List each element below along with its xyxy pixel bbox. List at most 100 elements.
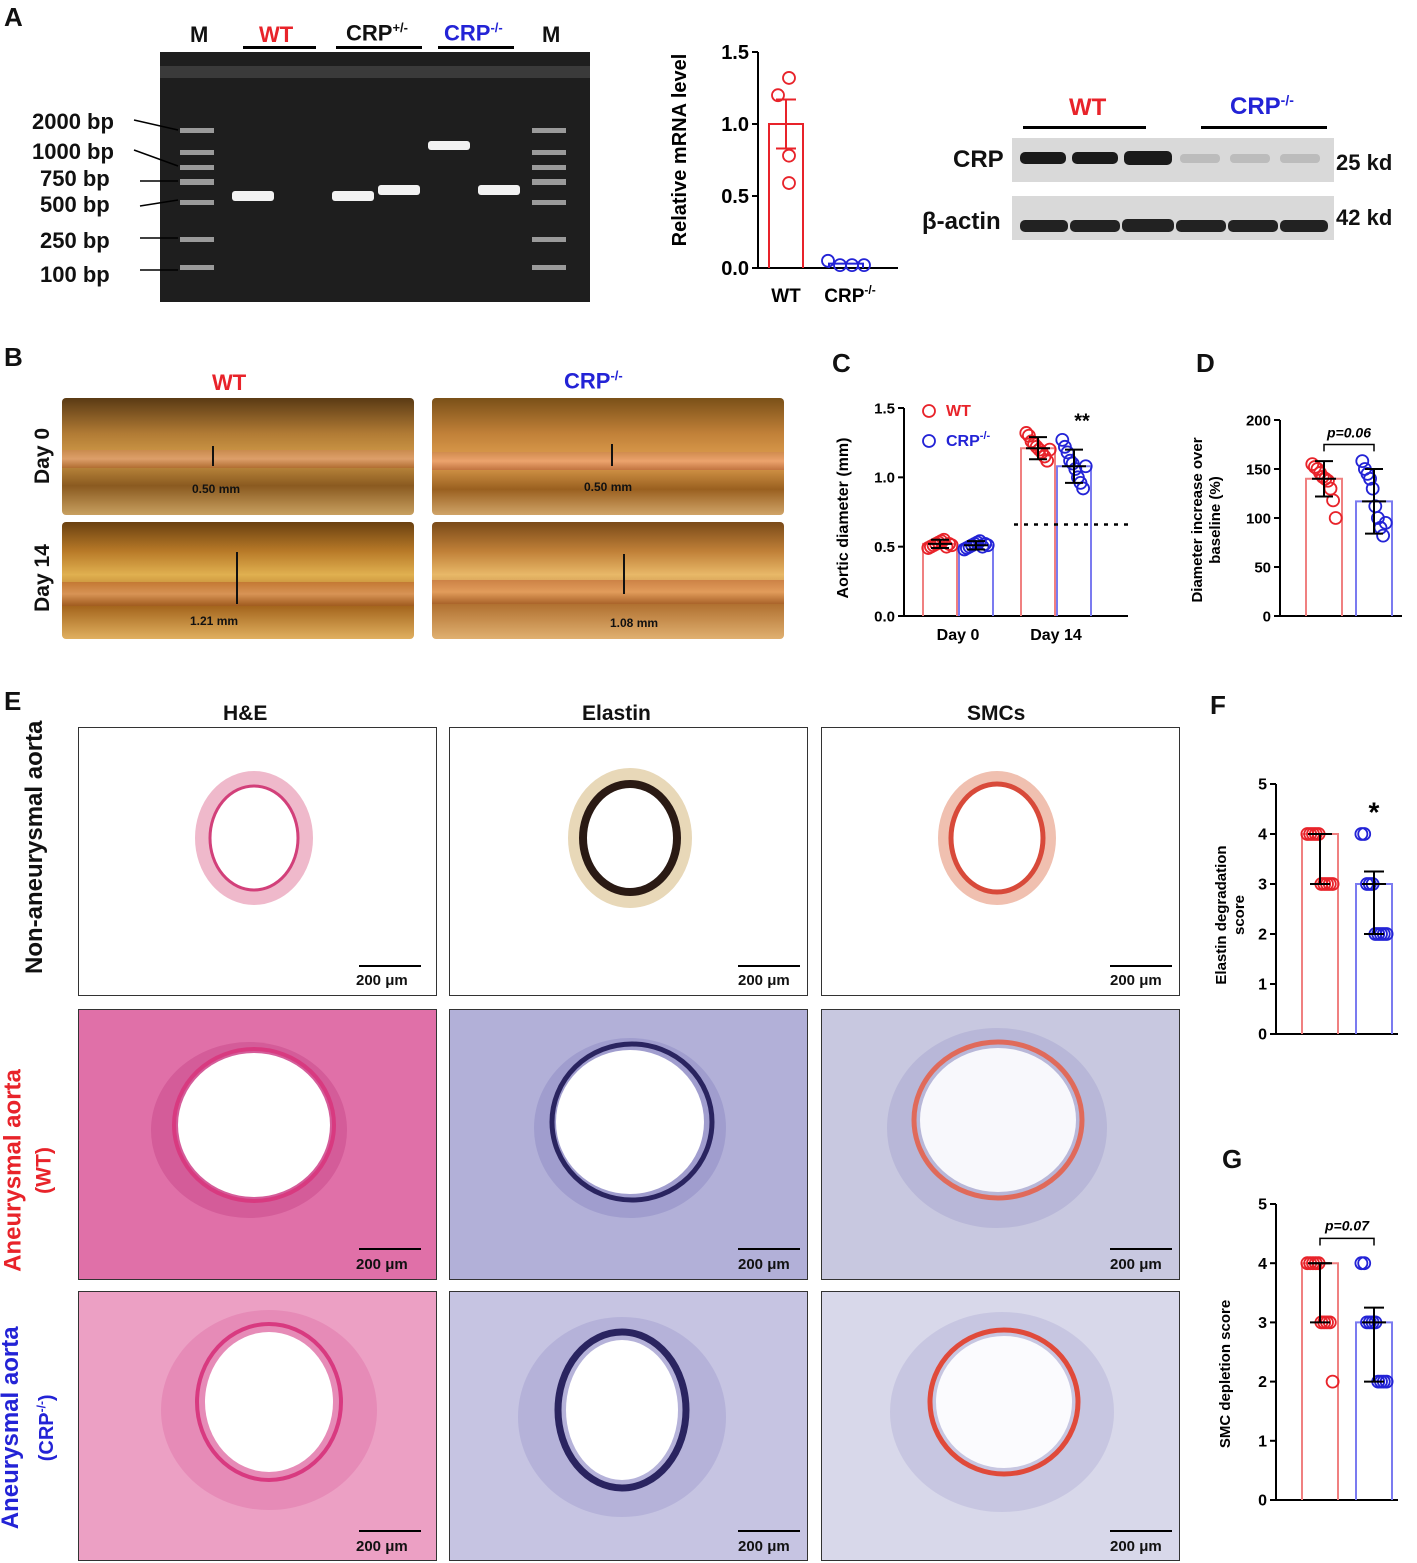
- f-ytick-label: 4: [1258, 827, 1267, 844]
- g-pvalue: p=0.07: [1324, 1218, 1370, 1234]
- scalebar-elastin-normal: 200 μm: [738, 972, 790, 989]
- mrna-point-wt: [782, 71, 796, 85]
- d-ytick-label: 50: [1254, 559, 1271, 576]
- g-marks: p=0.07: [1300, 1218, 1394, 1500]
- mrna-point-ko: [821, 253, 835, 268]
- f-point-ko: [1357, 827, 1372, 841]
- mrna-ylabel: Relative mRNA level: [669, 54, 691, 247]
- c-marks: ** Day 0 Day 14: [921, 410, 1128, 644]
- photo-ko-day14: 1.08 mm: [432, 522, 784, 639]
- g-ytick-label: 2: [1258, 1374, 1267, 1391]
- wb-wt-underline: [1023, 126, 1146, 129]
- c-legend-ko-marker: [922, 434, 936, 448]
- mrna-xlabel-ko: CRP-/-: [824, 283, 875, 307]
- histo-col-elastin: Elastin: [582, 702, 651, 725]
- smc-chart: SMC depletion score 0 1 2 3 4 5 p=0.07: [1217, 1197, 1398, 1510]
- f-point-ko: [1354, 827, 1369, 841]
- mrna-axes: 0.0 0.5 1.0 1.5: [721, 42, 898, 280]
- c-point-ko: [1076, 481, 1091, 496]
- wb-size-42: 42 kd: [1336, 205, 1393, 230]
- d-pvalue: p=0.06: [1326, 425, 1371, 441]
- c-xlabel-day0: Day 0: [937, 627, 980, 644]
- d-ytick-label: 100: [1246, 510, 1271, 527]
- micro-elastin-wt: 200 μm: [449, 1009, 808, 1280]
- wb-ko-underline: [1201, 126, 1327, 129]
- ladder-250: 250 bp: [40, 228, 110, 253]
- g-ytick-label: 5: [1258, 1197, 1267, 1214]
- ladder-1000: 1000 bp: [32, 139, 114, 164]
- d-point-wt: [1326, 493, 1341, 508]
- wb-label-wt: WT: [1069, 94, 1107, 121]
- measure-wt-day14: 1.21 mm: [190, 614, 239, 628]
- d-point-ko: [1376, 528, 1391, 543]
- d-ytick-label: 150: [1246, 461, 1271, 478]
- gel-lane-het: CRP+/-: [346, 20, 408, 46]
- c-point-wt: [944, 538, 959, 553]
- g-point-ko: [1357, 1256, 1372, 1271]
- mrna-point-ko: [833, 258, 847, 273]
- g-ytick-label: 0: [1258, 1493, 1267, 1510]
- scalebar-smc-ko: 200 μm: [1110, 1538, 1162, 1555]
- mrna-point-ko: [845, 258, 859, 273]
- wb-row-crp: CRP: [953, 146, 1004, 173]
- g-ytick-label: 3: [1258, 1315, 1267, 1332]
- d-ylabel-line1: Diameter increase over: [1189, 437, 1206, 602]
- mrna-chart: Relative mRNA level 0.0 0.5 1.0 1.5 WT CRP-/…: [669, 42, 898, 307]
- mrna-ytick-label: 1.0: [721, 114, 749, 136]
- d-point-ko: [1363, 471, 1378, 486]
- gel-ko-underline: [438, 46, 514, 49]
- mrna-ytick-label: 0.5: [721, 186, 749, 208]
- f-ylabel-line1: Elastin degradation: [1213, 845, 1230, 984]
- scalebar-elastin-wt: 200 μm: [738, 1256, 790, 1273]
- micro-elastin-normal: 200 μm: [449, 727, 808, 996]
- measure-ko-day0: 0.50 mm: [584, 480, 633, 494]
- gel-lane-m-left: M: [190, 22, 209, 47]
- micro-smc-ko: 200 μm: [821, 1291, 1180, 1561]
- mrna-ytick-label: 1.5: [721, 42, 749, 64]
- photo-row-day14: Day 14: [31, 544, 54, 612]
- c-bar-ko-day14: [1056, 465, 1092, 616]
- panel-label-b: B: [4, 342, 23, 372]
- mrna-xlabel-wt: WT: [771, 286, 801, 307]
- ladder-pointer-lines: [133, 119, 179, 271]
- f-ytick-label: 2: [1258, 927, 1267, 944]
- g-axes: 0 1 2 3 4 5: [1258, 1197, 1398, 1510]
- histo-row-aneurysmal-ko: Aneurysmal aorta (CRP-/-): [0, 1326, 58, 1530]
- c-significance: **: [1074, 410, 1090, 432]
- ladder-750: 750 bp: [40, 166, 110, 191]
- scalebar-smc-wt: 200 μm: [1110, 1256, 1162, 1273]
- mrna-marks: WT CRP-/-: [768, 71, 876, 307]
- d-sig-bracket: [1323, 443, 1375, 452]
- ladder-100: 100 bp: [40, 262, 110, 287]
- photo-col-wt: WT: [212, 370, 247, 395]
- panel-label-a: A: [4, 2, 23, 32]
- gel-image: [160, 52, 590, 302]
- gel-het-underline: [336, 46, 422, 49]
- micro-elastin-ko: 200 μm: [449, 1291, 808, 1561]
- histo-col-he: H&E: [223, 702, 268, 725]
- gel-lane-ko: CRP-/-: [444, 20, 503, 46]
- g-ylabel: SMC depletion score: [1217, 1300, 1234, 1448]
- wb-label-ko: CRP-/-: [1230, 92, 1294, 120]
- micro-he-ko: 200 μm: [78, 1291, 437, 1561]
- d-point-wt: [1320, 473, 1335, 488]
- scalebar-smc-normal: 200 μm: [1110, 972, 1162, 989]
- c-ylabel: Aortic diameter (mm): [835, 438, 852, 599]
- western-blot-image: [1012, 138, 1334, 240]
- d-ytick-label: 0: [1263, 608, 1271, 625]
- g-point-ko: [1354, 1256, 1369, 1271]
- photo-row-day0: Day 0: [31, 427, 54, 485]
- d-point-wt: [1328, 511, 1343, 525]
- d-point-ko: [1378, 515, 1393, 530]
- d-bar-wt: [1305, 477, 1343, 616]
- histo-row-non-aneurysmal: Non-aneurysmal aorta: [21, 720, 48, 974]
- ladder-2000: 2000 bp: [32, 109, 114, 134]
- c-xlabel-day14: Day 14: [1030, 627, 1082, 644]
- photo-col-ko: CRP-/-: [564, 368, 623, 394]
- scalebar-he-wt: 200 μm: [356, 1256, 408, 1273]
- f-ytick-label: 0: [1258, 1027, 1267, 1044]
- c-legend-wt-marker: [922, 404, 936, 418]
- micro-he-normal: 200 μm: [78, 727, 437, 996]
- micro-smc-normal: 200 μm: [821, 727, 1180, 996]
- c-axes: 0.0 0.5 1.0 1.5: [874, 400, 1128, 625]
